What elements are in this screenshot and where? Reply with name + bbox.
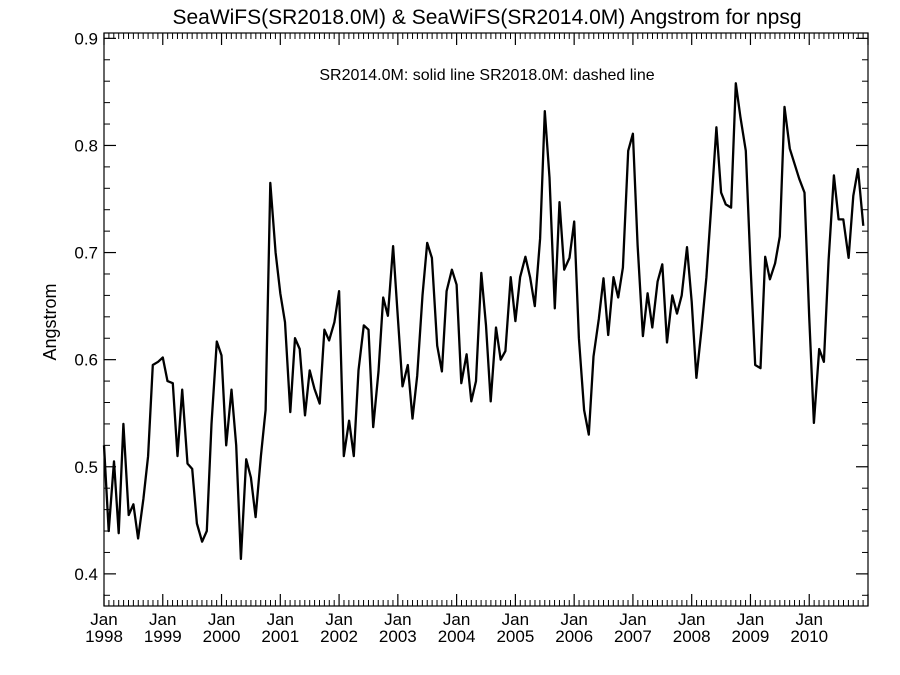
x-tick-label-year: 2003: [379, 627, 417, 646]
x-tick-label-year: 2005: [496, 627, 534, 646]
x-tick-label-year: 2010: [790, 627, 828, 646]
x-tick-label-year: 2002: [320, 627, 358, 646]
x-tick-label-month: Jan: [560, 610, 587, 629]
y-tick-label: 0.9: [74, 29, 98, 48]
x-tick-label-month: Jan: [267, 610, 294, 629]
x-tick-label-year: 2008: [673, 627, 711, 646]
y-tick-label: 0.8: [74, 136, 98, 155]
x-tick-label-month: Jan: [678, 610, 705, 629]
x-tick-label-month: Jan: [737, 610, 764, 629]
x-tick-label-year: 2000: [203, 627, 241, 646]
x-tick-label-year: 2001: [261, 627, 299, 646]
x-tick-label-month: Jan: [502, 610, 529, 629]
x-tick-label-month: Jan: [90, 610, 117, 629]
series-line-0: [102, 82, 865, 561]
y-tick-label: 0.6: [74, 351, 98, 370]
x-tick-label-year: 1998: [85, 627, 123, 646]
x-tick-label-month: Jan: [208, 610, 235, 629]
x-tick-label-month: Jan: [384, 610, 411, 629]
x-tick-label-year: 2004: [438, 627, 476, 646]
x-tick-label-year: 1999: [144, 627, 182, 646]
y-tick-label: 0.4: [74, 565, 98, 584]
x-tick-label-month: Jan: [325, 610, 352, 629]
x-tick-label-month: Jan: [443, 610, 470, 629]
x-tick-label-month: Jan: [619, 610, 646, 629]
legend-annotation: SR2014.0M: solid line SR2018.0M: dashed …: [319, 67, 654, 84]
x-tick-label-month: Jan: [149, 610, 176, 629]
x-tick-label-year: 2006: [555, 627, 593, 646]
series-layer: [102, 82, 865, 561]
y-tick-label: 0.5: [74, 458, 98, 477]
x-tick-label-year: 2007: [614, 627, 652, 646]
y-tick-label: 0.7: [74, 244, 98, 263]
x-tick-label-year: 2009: [732, 627, 770, 646]
chart-title: SeaWiFS(SR2018.0M) & SeaWiFS(SR2014.0M) …: [172, 6, 801, 29]
axes-layer: 0.40.50.60.70.80.9Jan1998Jan1999Jan2000J…: [74, 29, 869, 646]
y-axis-label: Angstrom: [40, 283, 60, 360]
x-tick-label-month: Jan: [796, 610, 823, 629]
